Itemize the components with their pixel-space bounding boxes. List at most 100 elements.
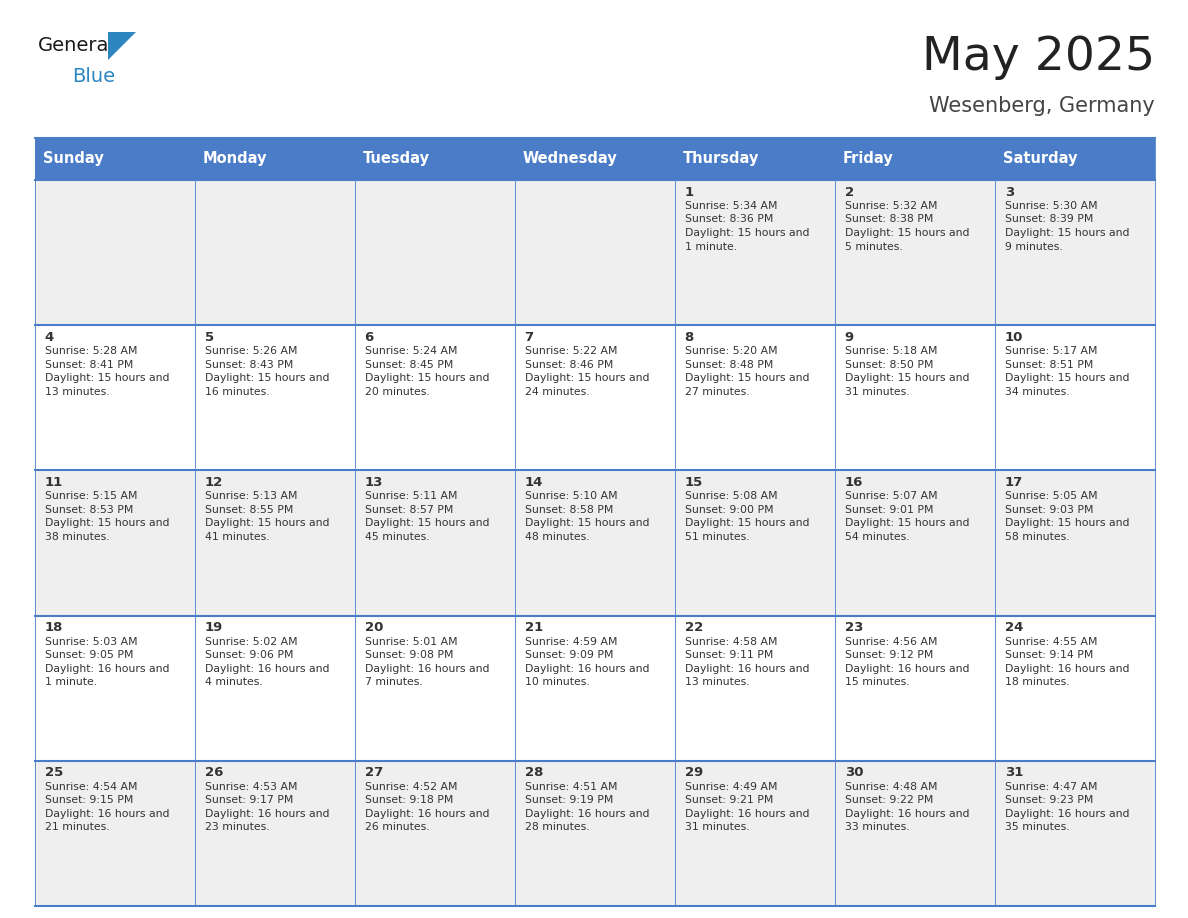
Text: Tuesday: Tuesday [364, 151, 430, 166]
Text: Daylight: 15 hours and: Daylight: 15 hours and [365, 374, 489, 383]
Text: May 2025: May 2025 [922, 36, 1155, 81]
Text: Sunset: 8:43 PM: Sunset: 8:43 PM [204, 360, 293, 370]
Text: 21 minutes.: 21 minutes. [45, 823, 109, 833]
Text: Daylight: 16 hours and: Daylight: 16 hours and [684, 664, 809, 674]
Bar [516, 761, 675, 906]
Text: Daylight: 16 hours and: Daylight: 16 hours and [1005, 664, 1129, 674]
Bar [355, 761, 516, 906]
Text: General: General [38, 37, 115, 55]
Bar [355, 180, 516, 325]
Text: 16 minutes.: 16 minutes. [204, 386, 270, 397]
Text: Daylight: 16 hours and: Daylight: 16 hours and [365, 664, 489, 674]
Text: Sunrise: 5:02 AM: Sunrise: 5:02 AM [204, 636, 297, 646]
Text: Daylight: 15 hours and: Daylight: 15 hours and [684, 519, 809, 529]
Bar [195, 470, 355, 616]
Bar [34, 325, 195, 470]
Bar [996, 325, 1155, 470]
Text: Sunrise: 5:30 AM: Sunrise: 5:30 AM [1005, 201, 1098, 211]
Bar [835, 761, 996, 906]
Bar [195, 761, 355, 906]
Text: 6: 6 [365, 330, 374, 343]
Text: 35 minutes.: 35 minutes. [1005, 823, 1069, 833]
Bar [675, 616, 835, 761]
Text: 27: 27 [365, 767, 383, 779]
Text: Sunrise: 4:52 AM: Sunrise: 4:52 AM [365, 782, 457, 792]
Text: Daylight: 16 hours and: Daylight: 16 hours and [204, 809, 329, 819]
Text: Sunset: 8:36 PM: Sunset: 8:36 PM [684, 215, 773, 225]
Text: 5: 5 [204, 330, 214, 343]
Bar [835, 180, 996, 325]
Bar [34, 470, 195, 616]
Text: Sunrise: 5:18 AM: Sunrise: 5:18 AM [845, 346, 937, 356]
Bar [34, 761, 195, 906]
Text: 25: 25 [45, 767, 63, 779]
Text: Sunset: 9:14 PM: Sunset: 9:14 PM [1005, 650, 1093, 660]
Text: 10 minutes.: 10 minutes. [525, 677, 589, 687]
Text: Daylight: 15 hours and: Daylight: 15 hours and [845, 519, 969, 529]
Text: Sunset: 8:45 PM: Sunset: 8:45 PM [365, 360, 453, 370]
Text: 1 minute.: 1 minute. [684, 241, 737, 252]
Bar [675, 761, 835, 906]
Text: 13 minutes.: 13 minutes. [45, 386, 109, 397]
Text: Sunrise: 4:53 AM: Sunrise: 4:53 AM [204, 782, 297, 792]
Text: Sunset: 8:48 PM: Sunset: 8:48 PM [684, 360, 773, 370]
Text: 45 minutes.: 45 minutes. [365, 532, 429, 542]
Text: 20 minutes.: 20 minutes. [365, 386, 429, 397]
Bar [675, 180, 835, 325]
Text: Daylight: 16 hours and: Daylight: 16 hours and [845, 809, 969, 819]
Text: 7: 7 [525, 330, 533, 343]
Text: Sunset: 8:46 PM: Sunset: 8:46 PM [525, 360, 613, 370]
Text: Sunset: 9:23 PM: Sunset: 9:23 PM [1005, 795, 1093, 805]
Text: 28 minutes.: 28 minutes. [525, 823, 589, 833]
Text: Sunrise: 5:03 AM: Sunrise: 5:03 AM [45, 636, 138, 646]
Text: 15 minutes.: 15 minutes. [845, 677, 909, 687]
Text: 13: 13 [365, 476, 383, 489]
Text: Daylight: 15 hours and: Daylight: 15 hours and [684, 374, 809, 383]
Text: Sunset: 9:03 PM: Sunset: 9:03 PM [1005, 505, 1093, 515]
Text: 1 minute.: 1 minute. [45, 677, 96, 687]
Text: 21: 21 [525, 621, 543, 634]
Text: Daylight: 16 hours and: Daylight: 16 hours and [845, 664, 969, 674]
Text: 31: 31 [1005, 767, 1023, 779]
Text: Friday: Friday [843, 151, 893, 166]
Text: Sunset: 8:39 PM: Sunset: 8:39 PM [1005, 215, 1093, 225]
Text: Sunrise: 5:01 AM: Sunrise: 5:01 AM [365, 636, 457, 646]
Text: 7 minutes.: 7 minutes. [365, 677, 423, 687]
Text: Sunset: 9:08 PM: Sunset: 9:08 PM [365, 650, 453, 660]
Bar [675, 325, 835, 470]
Text: Daylight: 15 hours and: Daylight: 15 hours and [204, 519, 329, 529]
Text: Blue: Blue [72, 66, 115, 85]
Text: 18 minutes.: 18 minutes. [1005, 677, 1069, 687]
Bar [835, 616, 996, 761]
Text: Daylight: 15 hours and: Daylight: 15 hours and [845, 374, 969, 383]
Text: Sunset: 9:05 PM: Sunset: 9:05 PM [45, 650, 133, 660]
Text: Wednesday: Wednesday [523, 151, 618, 166]
Text: 24 minutes.: 24 minutes. [525, 386, 589, 397]
Bar [516, 180, 675, 325]
Text: Daylight: 15 hours and: Daylight: 15 hours and [45, 374, 169, 383]
Text: Sunset: 9:18 PM: Sunset: 9:18 PM [365, 795, 453, 805]
Text: Sunset: 9:06 PM: Sunset: 9:06 PM [204, 650, 293, 660]
Text: 48 minutes.: 48 minutes. [525, 532, 589, 542]
Text: 54 minutes.: 54 minutes. [845, 532, 909, 542]
Text: Sunrise: 4:54 AM: Sunrise: 4:54 AM [45, 782, 137, 792]
Bar [996, 616, 1155, 761]
Text: Sunrise: 4:51 AM: Sunrise: 4:51 AM [525, 782, 617, 792]
Text: Daylight: 15 hours and: Daylight: 15 hours and [684, 228, 809, 238]
Text: Sunset: 8:41 PM: Sunset: 8:41 PM [45, 360, 133, 370]
Text: Sunset: 8:53 PM: Sunset: 8:53 PM [45, 505, 133, 515]
Bar [195, 325, 355, 470]
Text: Sunrise: 4:48 AM: Sunrise: 4:48 AM [845, 782, 937, 792]
Text: Sunrise: 4:49 AM: Sunrise: 4:49 AM [684, 782, 777, 792]
Text: Daylight: 16 hours and: Daylight: 16 hours and [45, 664, 169, 674]
Text: Sunrise: 4:55 AM: Sunrise: 4:55 AM [1005, 636, 1097, 646]
Text: 38 minutes.: 38 minutes. [45, 532, 109, 542]
Text: 41 minutes.: 41 minutes. [204, 532, 270, 542]
Text: 13 minutes.: 13 minutes. [684, 677, 750, 687]
Text: Sunrise: 5:10 AM: Sunrise: 5:10 AM [525, 491, 618, 501]
Text: Sunset: 9:01 PM: Sunset: 9:01 PM [845, 505, 933, 515]
Text: Sunrise: 5:24 AM: Sunrise: 5:24 AM [365, 346, 457, 356]
Text: Daylight: 15 hours and: Daylight: 15 hours and [45, 519, 169, 529]
Text: 23 minutes.: 23 minutes. [204, 823, 270, 833]
Text: Sunset: 8:38 PM: Sunset: 8:38 PM [845, 215, 933, 225]
